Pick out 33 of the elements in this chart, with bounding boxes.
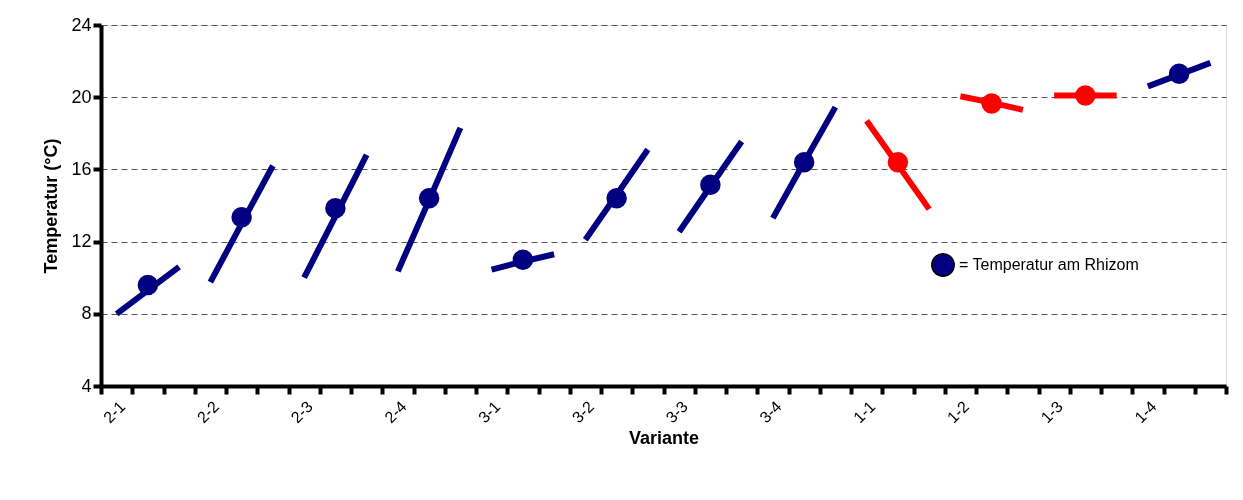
x-tick-label: 1-2 (943, 397, 973, 427)
point (1168, 63, 1190, 84)
point (418, 188, 440, 209)
point (1075, 85, 1096, 106)
x-tick-label: 1-4 (1131, 397, 1160, 427)
x-axis-title: Variante (628, 428, 700, 449)
point (606, 188, 627, 209)
x-tick-label: 3-4 (756, 397, 785, 427)
y-tick-label: 16 (71, 158, 92, 179)
y-tick-label: 12 (71, 231, 92, 252)
y-tick-label: 24 (71, 14, 92, 35)
x-tick-label: 1-1 (850, 397, 879, 427)
point (231, 207, 252, 228)
point (981, 93, 1002, 114)
y-tick-label: 8 (81, 303, 92, 324)
legend-label: = Temperatur am Rhizom (959, 256, 1139, 273)
point (887, 151, 909, 173)
point (793, 151, 815, 173)
x-tick-label: 3-1 (475, 397, 504, 427)
y-tick-label: 4 (81, 375, 92, 396)
x-tick-label: 2-3 (287, 397, 317, 427)
x-tick-label: 1-3 (1037, 397, 1067, 427)
point (512, 249, 534, 270)
point (137, 274, 159, 296)
point (325, 197, 346, 219)
x-tick-label: 2-2 (193, 397, 223, 427)
x-tick-label: 3-3 (662, 397, 692, 427)
point (700, 174, 721, 195)
x-tick-label: 3-2 (568, 397, 598, 427)
y-tick-label: 20 (71, 86, 92, 107)
x-tick-label: 2-4 (381, 397, 410, 427)
y-axis-title: Temperatur (°C) (41, 138, 62, 274)
x-tick-label: 2-1 (100, 397, 129, 427)
